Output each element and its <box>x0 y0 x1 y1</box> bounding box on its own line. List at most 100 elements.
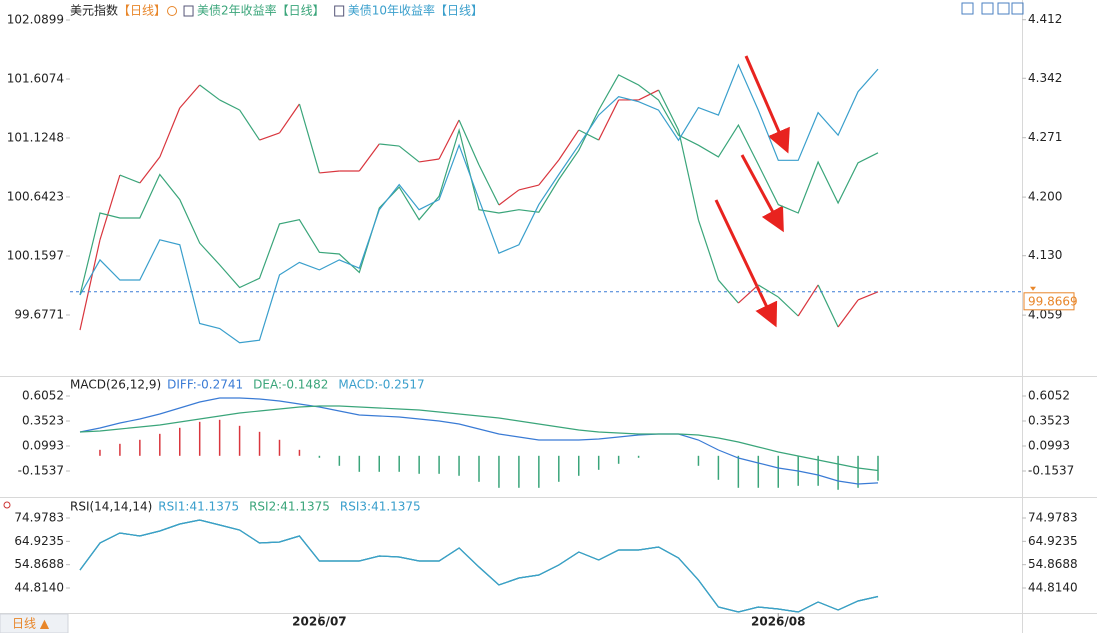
zoom-out-icon[interactable] <box>981 2 994 15</box>
series-line <box>79 63 879 344</box>
y2-tick-label: 4.059 <box>1028 308 1062 322</box>
y-tick-label: 54.8688 <box>14 557 64 571</box>
y2-tick-label: 4.271 <box>1028 130 1062 144</box>
macd-bar <box>837 455 839 490</box>
macd-bar <box>298 449 301 456</box>
y-tick-label: -0.1537 <box>18 463 64 477</box>
price-segment <box>139 156 161 184</box>
legend-label: MACD(26,12,9) <box>70 378 161 392</box>
macd-bar <box>637 455 640 458</box>
y2-tick-label: 4.200 <box>1028 190 1062 204</box>
annotation-arrow <box>744 55 790 154</box>
macd-bar <box>558 455 560 482</box>
macd-bar <box>139 439 141 456</box>
legend-label: RSI3:41.1375 <box>340 500 421 514</box>
y-tick-label: 0.0993 <box>22 438 64 452</box>
y2-tick-label: 4.130 <box>1028 248 1062 262</box>
macd-bar <box>198 421 201 456</box>
legend-icon <box>334 5 345 17</box>
macd-bar <box>737 455 740 488</box>
settings-icon[interactable] <box>1011 2 1024 15</box>
macd-bar <box>358 455 361 472</box>
price-segment <box>478 164 500 206</box>
legend-label: 【日线】 <box>277 4 325 18</box>
y-tick-label: 74.9783 <box>14 511 64 525</box>
price-segment <box>298 103 320 174</box>
legend-label: 美债2年收益率 <box>197 3 277 18</box>
price-segment <box>438 119 460 160</box>
macd-bar <box>518 455 520 488</box>
y-tick-label: 102.0899 <box>7 12 64 26</box>
price-segment <box>119 174 141 184</box>
legend-label: RSI1:41.1375 <box>158 500 239 514</box>
macd-bar <box>817 455 819 486</box>
price-segment <box>79 239 101 331</box>
macd-bar <box>877 455 879 481</box>
y2-tick-label: 0.6052 <box>1028 389 1070 403</box>
price-segment <box>737 284 759 304</box>
legend-icon <box>183 5 194 17</box>
price-segment <box>538 159 560 186</box>
legend-label: DIFF:-0.2741 <box>167 378 243 392</box>
macd-bar <box>258 431 261 456</box>
price-segment <box>199 84 221 101</box>
split-icon[interactable] <box>997 2 1010 15</box>
price-segment <box>857 291 879 301</box>
y2-tick-label: 4.412 <box>1028 12 1062 26</box>
macd-bar <box>119 443 121 456</box>
y2-tick-label: 44.8140 <box>1028 580 1078 594</box>
price-segment <box>518 184 539 191</box>
y-tick-label: 0.3523 <box>22 413 64 427</box>
price-segment <box>259 132 280 141</box>
price-segment <box>239 109 261 141</box>
series-line <box>79 74 879 296</box>
y2-tick-label: -0.1537 <box>1028 463 1074 477</box>
price-segment <box>757 284 779 298</box>
annotation-arrow <box>740 154 784 233</box>
price-segment <box>219 99 240 111</box>
y-tick-label: 101.1248 <box>7 130 64 144</box>
macd-bar <box>777 455 779 488</box>
macd-bar <box>857 455 859 488</box>
x-tick-label: 2026/08 <box>751 615 805 629</box>
price-segment <box>677 129 700 221</box>
macd-bar <box>398 455 400 472</box>
y2-tick-label: 64.9235 <box>1028 534 1078 548</box>
macd-bar <box>498 455 500 488</box>
legend-label: RSI(14,14,14) <box>70 500 152 514</box>
price-segment <box>598 99 620 141</box>
macd-bar <box>179 427 181 456</box>
macd-bar <box>318 455 321 458</box>
series-line <box>79 519 879 613</box>
y2-tick-label: 4.342 <box>1028 71 1062 85</box>
y-tick-label: 101.6074 <box>7 71 64 85</box>
y-tick-label: 0.6052 <box>22 389 64 403</box>
period-button[interactable] <box>0 613 69 633</box>
y2-tick-label: 54.8688 <box>1028 557 1078 571</box>
price-segment <box>638 89 659 101</box>
price-segment <box>419 158 440 163</box>
macd-bar <box>238 425 241 456</box>
price-segment <box>498 189 520 206</box>
macd-bar <box>578 455 580 476</box>
macd-bar <box>478 455 480 482</box>
legend-label: RSI2:41.1375 <box>249 500 330 514</box>
y2-tick-label: 0.0993 <box>1028 438 1070 452</box>
x-tick-label: 2026/07 <box>292 615 346 629</box>
legend-label: DEA:-0.1482 <box>253 378 328 392</box>
price-segment <box>358 143 380 172</box>
reference-marker <box>1030 286 1036 291</box>
price-segment <box>159 107 181 158</box>
zoom-icon[interactable] <box>961 2 974 15</box>
macd-bar <box>218 419 221 456</box>
price-segment <box>777 296 799 317</box>
price-segment <box>99 174 121 241</box>
price-segment <box>717 279 739 304</box>
legend-label: 【日线】 <box>435 4 483 18</box>
price-segment <box>319 170 340 174</box>
period-button-label[interactable]: 日线 ▲ <box>12 617 50 631</box>
y-tick-label: 44.8140 <box>14 580 64 594</box>
y2-tick-label: 74.9783 <box>1028 511 1078 525</box>
